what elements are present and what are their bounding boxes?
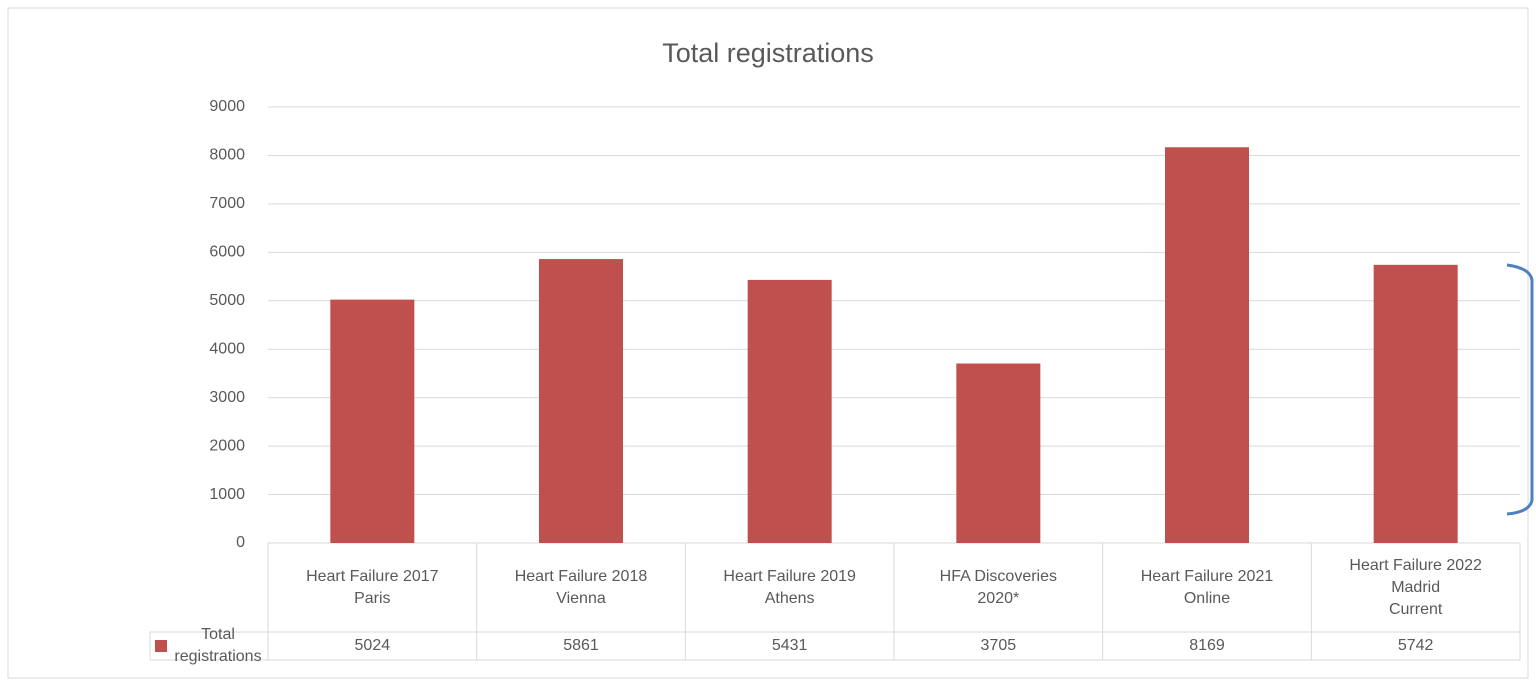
bar — [539, 259, 623, 543]
bar — [956, 363, 1041, 543]
bar — [1373, 264, 1458, 543]
y-tick-label: 5000 — [209, 292, 245, 309]
y-tick-label: 3000 — [209, 389, 245, 406]
bar — [747, 279, 832, 543]
data-table-value: 5024 — [354, 637, 391, 654]
x-tick-label: Heart Failure 2018 Vienna — [514, 567, 648, 607]
x-tick-label: Heart Failure 2019 Athens — [723, 567, 856, 607]
data-table-value: 5742 — [1397, 637, 1434, 654]
data-table-value: 3705 — [980, 637, 1017, 654]
data-table-value: 8169 — [1189, 637, 1225, 654]
bar — [330, 299, 415, 543]
chart-title: Total registrations — [662, 38, 874, 68]
data-table-value: 5861 — [563, 637, 599, 654]
bar — [1165, 147, 1249, 544]
y-tick-label: 1000 — [209, 486, 245, 503]
x-tick-label: Heart Failure 2022 Madrid Current — [1349, 556, 1482, 618]
y-tick-label: 8000 — [209, 147, 245, 164]
y-tick-label: 0 — [236, 534, 245, 551]
bracket — [1506, 263, 1534, 516]
y-tick-label: 7000 — [209, 195, 245, 212]
data-table-value: 5431 — [771, 637, 808, 654]
y-tick-label: 4000 — [209, 340, 245, 357]
legend-label: Total registrations — [174, 626, 262, 665]
x-tick-label: Heart Failure 2021 Online — [1140, 567, 1274, 607]
y-tick-label: 2000 — [209, 437, 245, 454]
x-tick-label: Heart Failure 2017 Paris — [306, 567, 439, 607]
y-tick-label: 9000 — [209, 98, 245, 115]
legend-swatch — [155, 640, 167, 652]
x-tick-label: HFA Discoveries 2020* — [939, 567, 1058, 607]
y-tick-label: 6000 — [209, 244, 245, 261]
